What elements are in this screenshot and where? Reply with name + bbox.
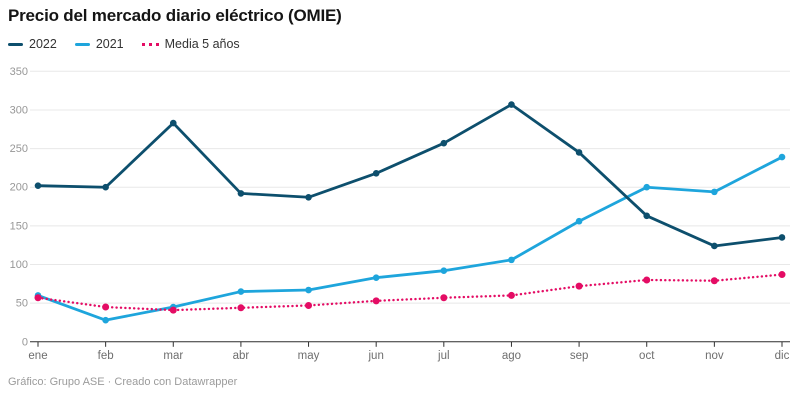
x-tick-label-jun: jun [368, 350, 384, 362]
y-tick-label-0: 0 [22, 336, 28, 348]
data-point-2021-jul [440, 267, 448, 274]
data-point-2022-mar [169, 119, 177, 127]
data-point-media-5-a-os-jun [372, 297, 380, 305]
data-point-2022-jun [372, 170, 380, 177]
legend-swatch-2022-icon [8, 42, 23, 46]
x-tick-label-mar: mar [163, 350, 183, 362]
data-point-media-5-a-os-abr [237, 304, 245, 312]
y-tick-label-50: 50 [16, 298, 28, 310]
legend-label-2022: 2022 [29, 37, 57, 51]
data-point-2021-abr [237, 288, 245, 295]
data-point-2022-ene [34, 182, 42, 189]
data-point-media-5-a-os-oct [643, 276, 651, 284]
data-point-2021-nov [711, 188, 718, 196]
data-point-media-5-a-os-feb [102, 303, 110, 311]
data-point-2022-ago [508, 101, 515, 108]
legend-swatch-media-icon [141, 42, 159, 46]
x-tick-label-feb: feb [98, 350, 114, 362]
data-point-2022-dic [778, 234, 786, 241]
legend-label-media: Media 5 años [164, 37, 240, 51]
legend: 2022 2021 Media 5 años [8, 37, 240, 51]
data-point-2022-jul [440, 139, 448, 147]
legend-item-2021: 2021 [74, 37, 124, 51]
data-point-media-5-a-os-may [305, 301, 313, 309]
data-point-2021-dic [778, 153, 786, 161]
y-tick-label-300: 300 [10, 104, 28, 116]
data-point-2022-sep [575, 149, 583, 156]
x-tick-label-may: may [298, 350, 320, 362]
x-tick-label-jul: jul [437, 350, 450, 362]
x-tick-label-sep: sep [570, 350, 589, 362]
data-point-2022-feb [102, 183, 109, 191]
x-tick-label-nov: nov [705, 350, 724, 362]
data-point-media-5-a-os-jul [440, 294, 448, 302]
data-point-2021-sep [575, 217, 583, 225]
x-tick-label-abr: abr [233, 350, 250, 362]
x-tick-label-ago: ago [502, 350, 521, 362]
data-point-2022-abr [237, 190, 245, 197]
data-point-2021-oct [643, 183, 651, 191]
data-point-media-5-a-os-sep [575, 282, 583, 290]
legend-swatch-2021-icon [74, 42, 90, 46]
x-tick-label-ene: ene [28, 350, 47, 362]
data-point-2021-jun [372, 274, 380, 281]
data-point-2022-oct [643, 212, 651, 220]
data-point-2021-ago [508, 256, 515, 264]
data-point-media-5-a-os-mar [169, 306, 177, 314]
x-tick-label-dic: dic [775, 350, 790, 362]
y-tick-label-200: 200 [10, 182, 28, 194]
series-line-media-5-a-os [36, 273, 784, 312]
chart-credit: Gráfico: Grupo ASE · Creado con Datawrap… [8, 376, 238, 388]
data-point-media-5-a-os-ago [507, 291, 515, 299]
data-point-2022-nov [711, 242, 718, 250]
y-tick-label-250: 250 [10, 143, 28, 155]
data-point-media-5-a-os-nov [710, 277, 718, 285]
data-point-2021-may [305, 286, 312, 294]
data-point-2022-may [305, 193, 312, 201]
series-line-2021 [36, 155, 784, 322]
data-point-2021-feb [102, 316, 109, 324]
data-point-media-5-a-os-dic [778, 271, 786, 279]
legend-item-media-5-anos: Media 5 años [141, 37, 240, 51]
series-line-2022 [36, 103, 784, 248]
data-point-media-5-a-os-ene [34, 294, 42, 302]
chart-title: Precio del mercado diario eléctrico (OMI… [8, 6, 342, 25]
y-tick-label-350: 350 [10, 66, 28, 78]
line-chart-canvas: 0 50 100 150 200 250 300 350 ene feb mar abr may jun j… [10, 66, 790, 362]
legend-item-2022: 2022 [8, 37, 57, 51]
y-tick-label-150: 150 [10, 220, 28, 232]
x-tick-label-oct: oct [639, 350, 655, 362]
y-tick-label-100: 100 [10, 259, 28, 271]
legend-label-2021: 2021 [95, 37, 124, 51]
